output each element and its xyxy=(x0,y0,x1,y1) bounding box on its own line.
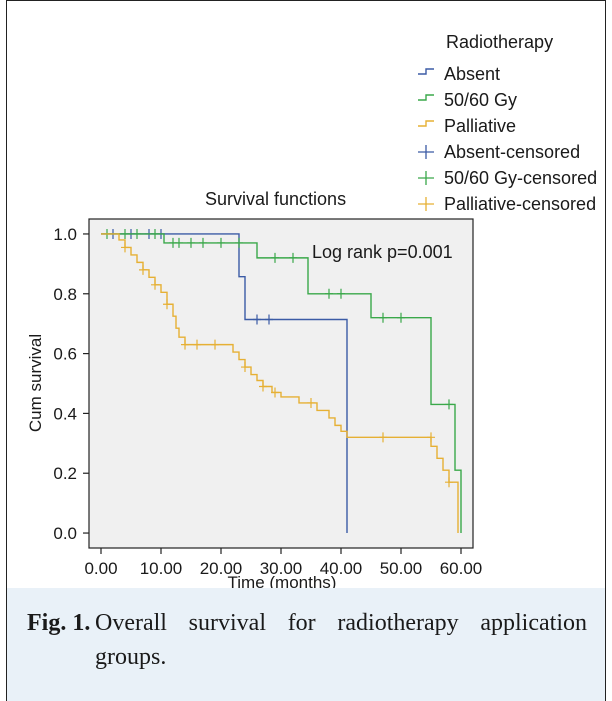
x-tick-label: 20.00 xyxy=(200,559,243,578)
censor-mark-palliative xyxy=(427,432,435,443)
caption-label: Fig. 1. xyxy=(27,610,91,636)
legend-label-palliative-censored: Palliative-censored xyxy=(444,194,596,214)
censor-mark-50-60-gy xyxy=(151,228,159,239)
chart-title: Survival functions xyxy=(205,189,346,209)
figure-frame xyxy=(6,0,606,701)
censor-mark-palliative xyxy=(259,381,267,392)
censor-mark-palliative xyxy=(379,432,387,443)
x-tick-label: 50.00 xyxy=(380,559,423,578)
legend-swatch-50-60-gy xyxy=(418,94,434,101)
censor-mark-palliative xyxy=(139,264,147,275)
censor-mark-50-60-gy xyxy=(217,237,225,248)
legend: Absent 50/60 Gy Palliative Absent-censored 5… xyxy=(418,64,597,214)
censor-mark-palliative xyxy=(307,397,315,408)
axes: 0.00 10.00 20.00 30.00 40.00 50.00 60.00 0.0 0.2… xyxy=(53,225,482,578)
survival-curves xyxy=(101,228,462,534)
censor-mark-50-60-gy xyxy=(235,237,243,248)
censor-mark-absent xyxy=(265,314,273,325)
log-rank-annotation: Log rank p=0.001 xyxy=(312,242,453,262)
legend-swatch-absent-censored xyxy=(418,145,434,159)
legend-title: Radiotherapy xyxy=(446,32,553,52)
curve-absent xyxy=(101,233,348,534)
censor-mark-palliative xyxy=(445,477,453,488)
censor-mark-palliative xyxy=(211,339,219,350)
figure-caption: Fig. 1. Overall survival for radiotherap… xyxy=(7,588,605,701)
censor-mark-50-60-gy xyxy=(175,237,183,248)
censor-mark-palliative xyxy=(241,362,249,373)
plot-area xyxy=(88,218,474,549)
legend-swatch-50-60-gy-censored xyxy=(418,171,434,185)
legend-label-absent: Absent xyxy=(444,64,500,84)
x-tick-label: 0.00 xyxy=(84,559,117,578)
y-axis-label: Cum survival xyxy=(26,334,45,432)
legend-swatch-palliative-censored xyxy=(418,197,434,211)
x-tick-label: 30.00 xyxy=(260,559,303,578)
censor-mark-50-60-gy xyxy=(337,288,345,299)
censor-mark-50-60-gy xyxy=(199,237,207,248)
censor-mark-50-60-gy xyxy=(325,288,333,299)
caption-text: Overall survival for radiotherapy applic… xyxy=(95,610,587,670)
legend-label-50-60-gy-censored: 50/60 Gy-censored xyxy=(444,168,597,188)
censor-mark-50-60-gy xyxy=(187,237,195,248)
censor-mark-palliative xyxy=(163,299,171,310)
censor-mark-palliative xyxy=(121,242,129,253)
y-tick-label: 0.8 xyxy=(53,285,77,304)
y-tick-label: 0.4 xyxy=(53,404,77,423)
censor-mark-palliative xyxy=(181,339,189,350)
censor-mark-50-60-gy xyxy=(379,312,387,323)
legend-label-50-60-gy: 50/60 Gy xyxy=(444,90,517,110)
censor-mark-palliative xyxy=(271,387,279,398)
x-tick-label: 60.00 xyxy=(440,559,483,578)
censor-mark-50-60-gy xyxy=(397,312,405,323)
censor-mark-50-60-gy xyxy=(289,252,297,263)
y-tick-label: 0.6 xyxy=(53,345,77,364)
y-tick-label: 0.0 xyxy=(53,524,77,543)
censor-mark-absent xyxy=(253,314,261,325)
y-tick-label: 0.2 xyxy=(53,464,77,483)
censor-mark-palliative xyxy=(151,279,159,290)
legend-swatch-palliative xyxy=(418,120,434,127)
censor-mark-50-60-gy xyxy=(133,228,141,239)
legend-label-palliative: Palliative xyxy=(444,116,516,136)
censor-mark-palliative xyxy=(193,339,201,350)
x-axis-label: Time (months) xyxy=(228,573,337,590)
x-tick-label: 10.00 xyxy=(140,559,183,578)
x-tick-label: 40.00 xyxy=(320,559,363,578)
censor-mark-50-60-gy xyxy=(271,252,279,263)
y-tick-label: 1.0 xyxy=(53,225,77,244)
legend-swatch-absent xyxy=(418,68,434,75)
censor-mark-50-60-gy xyxy=(121,228,129,239)
censor-mark-50-60-gy xyxy=(445,399,453,410)
legend-label-absent-censored: Absent-censored xyxy=(444,142,580,162)
